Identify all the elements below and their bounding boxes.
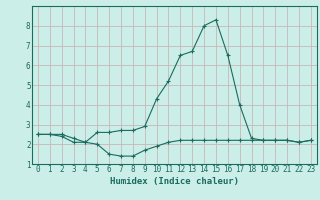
X-axis label: Humidex (Indice chaleur): Humidex (Indice chaleur): [110, 177, 239, 186]
